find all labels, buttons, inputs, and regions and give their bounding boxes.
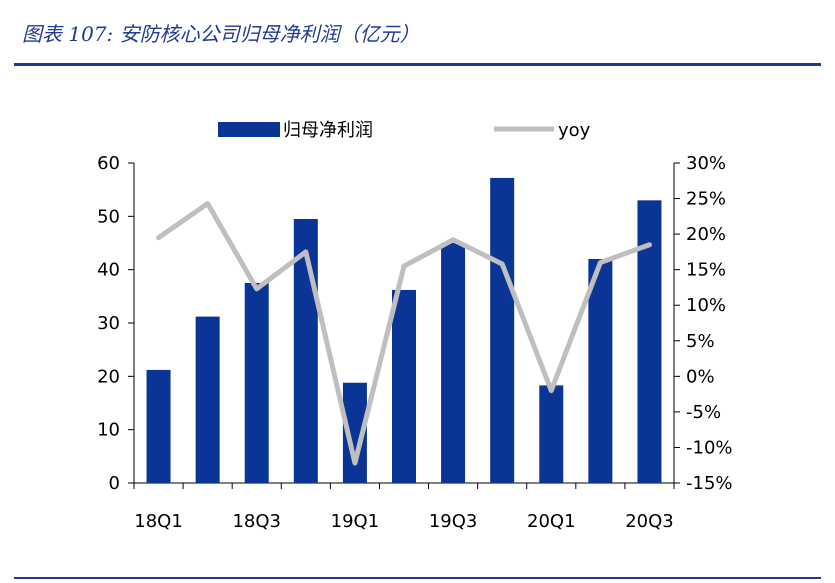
right-axis-tick-label: -10% (686, 437, 733, 458)
bar (441, 243, 466, 483)
bar (195, 316, 220, 483)
left-axis-tick-label: 50 (97, 206, 120, 227)
left-axis-tick-label: 30 (97, 313, 120, 334)
title-rule (14, 63, 821, 66)
x-axis-tick-label: 20Q1 (527, 511, 576, 532)
right-axis-tick-label: 25% (686, 189, 726, 210)
bar (490, 177, 515, 483)
legend-line-label: yoy (558, 120, 591, 141)
bar (293, 219, 318, 483)
legend-bar-swatch (218, 122, 280, 137)
left-axis-tick-label: 0 (109, 473, 120, 494)
right-axis-tick-label: -15% (686, 473, 733, 494)
x-axis-tick-label: 20Q3 (625, 511, 674, 532)
left-axis-tick-label: 60 (97, 153, 120, 174)
left-axis-tick-label: 40 (97, 260, 120, 281)
x-axis-tick-label: 19Q3 (429, 511, 478, 532)
right-axis-tick-label: 0% (686, 366, 715, 387)
x-axis-tick-label: 19Q1 (331, 511, 380, 532)
right-axis-tick-label: 5% (686, 331, 715, 352)
right-axis-tick-label: -5% (686, 402, 721, 423)
bars (146, 177, 662, 484)
footer-rule (14, 577, 821, 579)
right-axis-tick-label: 10% (686, 295, 726, 316)
figure-title: 图表 107: 安防核心公司归母净利润（亿元） (22, 22, 420, 46)
yoy-line (156, 201, 652, 466)
bar (244, 283, 269, 483)
right-axis-tick-label: 15% (686, 260, 726, 281)
legend: 归母净利润 yoy (218, 120, 591, 141)
bar (392, 289, 416, 483)
bar (588, 259, 613, 483)
left-axis-tick-label: 20 (97, 366, 120, 387)
right-axis-tick-label: 20% (686, 224, 726, 245)
right-axis-tick-label: 30% (686, 153, 726, 174)
axes: 0 10 20 30 40 50 60 -15% -10% -5% 0% 5% 10% 15% 20% 25%… (97, 153, 732, 532)
x-axis-tick-label: 18Q3 (232, 511, 281, 532)
left-axis-tick-label: 10 (97, 420, 120, 441)
bar (539, 385, 564, 483)
x-axis-tick-label: 18Q1 (134, 511, 183, 532)
bar (146, 369, 171, 483)
legend-bar-label: 归母净利润 (283, 120, 373, 141)
